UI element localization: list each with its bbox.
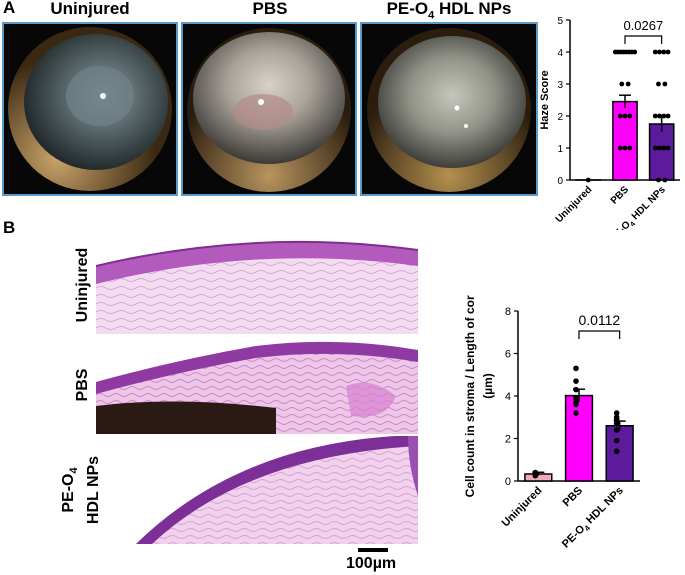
y-axis-label: Haze Score [540,70,551,129]
data-point [613,448,620,455]
data-point [661,113,667,119]
data-point [627,113,633,119]
data-point [622,145,628,151]
data-point [627,145,633,151]
data-point [657,145,662,151]
y-tick-label: 4 [505,391,511,403]
data-point [573,395,579,401]
y-tick-label: 1 [557,144,563,155]
bar-2 [564,394,594,482]
x-tick-label-2: PBS [561,485,585,509]
data-point [657,113,662,119]
y-tick-label: 0 [557,176,563,187]
x-tick-label-1: Uninjured [500,485,545,530]
data-point [657,49,662,55]
eye-title-uninjured: Uninjured [50,0,130,18]
data-point [656,177,661,183]
row-label-pe-o4-prefix: PE-O [60,473,77,513]
row-label-pbs: PBS [74,368,91,402]
data-point [622,113,628,119]
data-point [652,145,658,151]
data-point [613,416,620,423]
panel-a-letter: A [3,0,16,17]
scale-bar-label: 100µm [346,555,397,572]
data-point [573,386,579,393]
data-point [573,410,579,416]
data-point [617,145,623,151]
data-point [665,49,671,55]
significance-label: 0.0112 [578,312,620,328]
significance-bracket [578,330,621,339]
data-point [613,420,620,427]
data-point [573,401,579,408]
data-point [632,49,638,55]
y-tick-label: 2 [557,112,563,123]
row-label-pe-o4-line2: HDL NPs [85,455,103,525]
eye-image-pbs [181,22,357,196]
panel-b-letter: B [3,218,16,237]
data-point [619,81,625,87]
significance-label: 0.0267 [623,18,663,33]
eye-title-pe-o4-suffix: HDL NPs [434,0,512,18]
data-point [613,427,620,433]
row-label-pe-o4: PE-O4 HDL NPs [59,435,102,545]
data-point [573,365,579,372]
data-point [613,410,620,416]
data-point [652,49,658,55]
histology-image-uninjured [96,236,418,334]
y-tick-label: 0 [505,476,511,488]
bar-3 [605,425,634,482]
row-label-uninjured: Uninjured [74,247,91,323]
x-tick-label-1: Uninjured [554,184,595,225]
y-axis-label-line1: Cell count in stroma / Length of cornea [463,295,477,497]
eye-title-pe-o4: PE-O4 HDL NPs [358,0,540,21]
y-tick-label: 8 [505,306,511,318]
row-label-pe-o4-subscript: 4 [68,467,81,474]
histology-image-pe-o4 [96,436,418,544]
data-point [617,113,623,119]
y-axis-label-line2: (µm) [481,373,495,399]
data-point [532,470,539,477]
data-point [662,177,668,183]
y-tick-label: 2 [505,434,511,446]
data-point [665,145,671,151]
data-point [573,378,579,384]
data-point [656,81,661,87]
cell-count-chart: 0 2 4 6 8 Cell count in stroma / Length of co… [463,295,640,550]
x-tick-label-2: PBS [609,184,632,207]
eye-image-pe-o4 [360,22,538,196]
data-point [652,113,658,119]
eye-image-uninjured [2,22,178,196]
eye-title-pe-o4-subscript: 4 [428,9,435,22]
y-tick-label: 3 [557,80,563,91]
data-point [661,145,667,151]
data-point [613,437,620,444]
y-tick-label: 6 [505,349,511,361]
significance-bracket [624,35,663,44]
data-point [662,81,668,87]
bar-2 [612,100,638,181]
data-point [661,49,667,55]
eye-title-pbs: PBS [252,0,288,18]
scale-bar [358,548,388,552]
eye-title-pe-o4-prefix: PE-O [386,0,429,18]
data-point [625,81,631,87]
data-point [665,113,671,119]
bar-3 [648,123,675,181]
y-tick-label: 5 [557,16,563,27]
data-point [585,177,591,183]
histology-image-pbs [96,336,418,434]
y-tick-label: 4 [557,48,563,59]
